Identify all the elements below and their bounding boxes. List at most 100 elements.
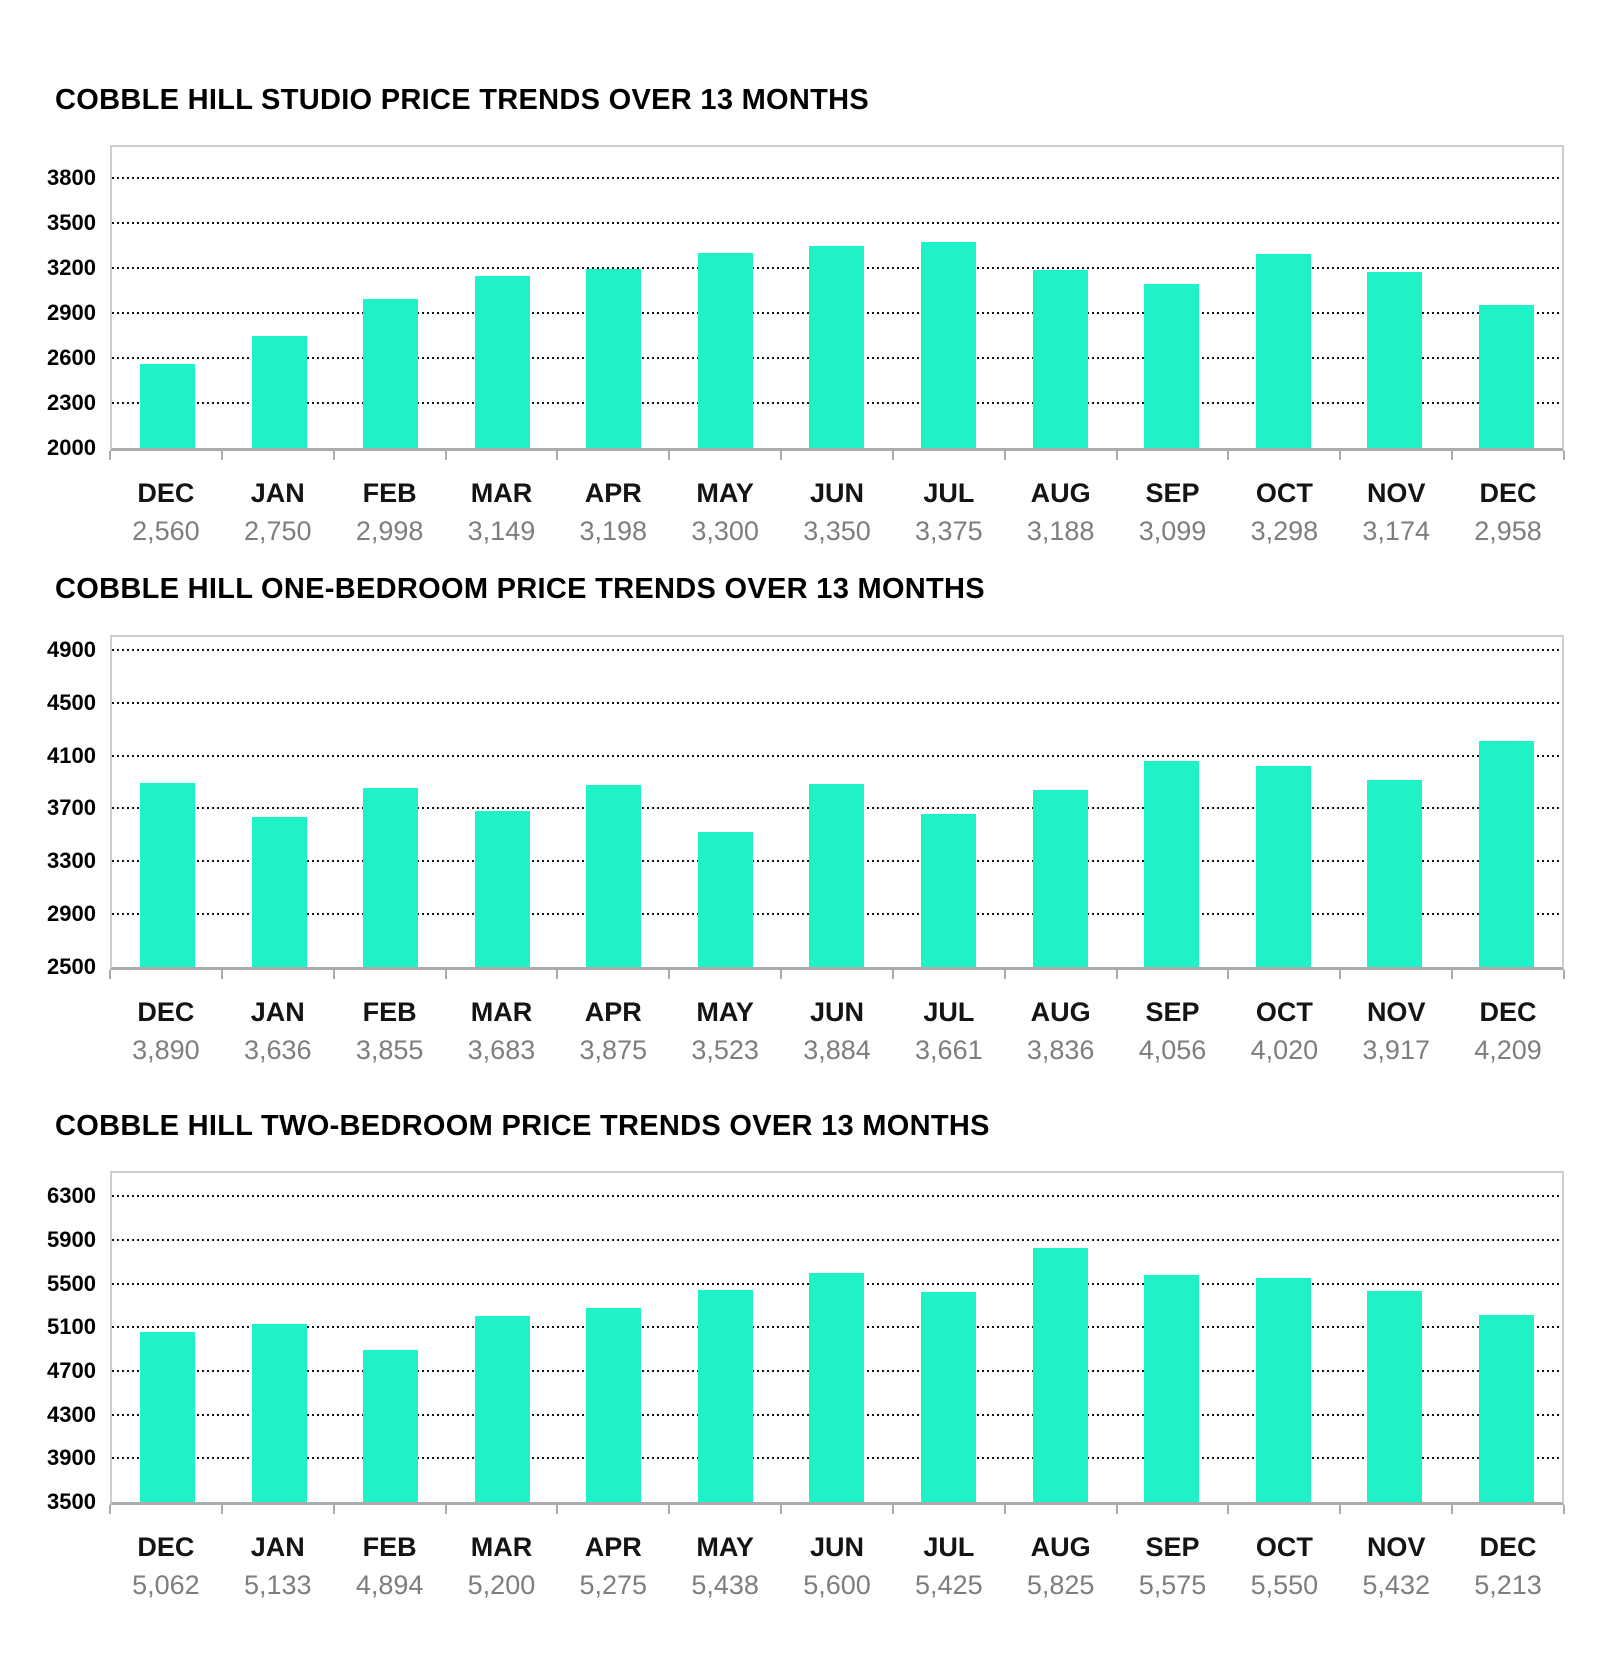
bar-value-label: 3,523 <box>691 1034 759 1065</box>
bar-value-label: 3,350 <box>803 516 871 547</box>
x-axis-tick-mark <box>1451 1505 1454 1515</box>
x-axis-tick-mark <box>780 1505 783 1515</box>
bar-slot <box>1339 1173 1451 1503</box>
bar-value-label: 5,062 <box>132 1570 200 1601</box>
x-axis-month-label: JUL <box>923 478 975 509</box>
bar-jun-6 <box>809 1272 865 1503</box>
x-axis-label-cell: SEP 4,056 <box>1117 997 1229 1066</box>
x-axis-ticks <box>109 451 1565 461</box>
gridline <box>112 222 1562 225</box>
y-axis-tick-label: 4300 <box>47 1401 96 1427</box>
x-axis-month-label: MAR <box>470 996 533 1027</box>
bar-slot <box>1450 1173 1562 1503</box>
x-axis-month-label: DEC <box>1479 996 1537 1027</box>
y-axis-tick-label: 5100 <box>47 1314 96 1340</box>
bar-nov-11 <box>1367 1291 1423 1503</box>
bar-value-label: 5,600 <box>803 1570 871 1601</box>
x-axis-tick-mark <box>220 451 223 461</box>
bar-sep-9 <box>1144 283 1200 449</box>
bar-jul-7 <box>920 1291 976 1503</box>
bar-value-label: 4,056 <box>1138 1034 1207 1065</box>
bar-value-label: 5,575 <box>1138 1570 1207 1601</box>
gridline <box>112 648 1562 651</box>
y-axis-tick-label: 6300 <box>47 1183 96 1209</box>
bar-value-label: 3,198 <box>579 516 648 547</box>
x-axis-label-cell: JAN 5,133 <box>222 1532 334 1601</box>
bar-may-5 <box>697 831 753 967</box>
y-axis-tick-label: 2300 <box>47 390 96 416</box>
bar-mar-3 <box>474 810 530 967</box>
x-axis-tick-mark <box>1339 1505 1342 1515</box>
x-axis-tick-mark <box>220 969 223 979</box>
x-axis-label-cell: OCT 5,550 <box>1228 1532 1340 1601</box>
x-axis-tick-mark <box>332 1505 335 1515</box>
x-axis-labels: DEC 2,560 JAN 2,750 FEB 2,998 MAR 3,149 APR 3,198… <box>110 478 1564 547</box>
x-axis-month-label: JUL <box>923 996 975 1027</box>
bar-jul-7 <box>920 242 976 449</box>
y-axis-tick-label: 2600 <box>47 345 96 371</box>
bar-value-label: 4,894 <box>355 1570 424 1601</box>
y-axis-tick-label: 4500 <box>47 689 96 715</box>
x-axis-label-cell: DEC 5,062 <box>110 1532 222 1601</box>
x-axis-month-label: JAN <box>250 996 305 1027</box>
x-axis-label-cell: MAR 3,149 <box>446 478 558 547</box>
bars-group <box>112 637 1562 967</box>
bar-nov-11 <box>1367 779 1423 967</box>
x-axis-month-label: DEC <box>137 1532 195 1563</box>
bar-slot <box>335 147 447 449</box>
y-axis-tick-label: 2500 <box>47 953 96 979</box>
x-axis-label-cell: FEB 3,855 <box>334 997 446 1066</box>
x-axis-label-cell: AUG 3,188 <box>1005 478 1117 547</box>
bar-slot <box>112 637 224 967</box>
y-axis-tick-label: 5900 <box>47 1226 96 1252</box>
bar-value-label: 3,890 <box>132 1034 200 1065</box>
bar-slot <box>781 147 893 449</box>
y-axis-tick-label: 4900 <box>47 636 96 662</box>
bar-slot <box>112 147 224 449</box>
x-axis-tick-mark <box>1227 969 1230 979</box>
x-axis-label-cell: JUN 3,350 <box>781 478 893 547</box>
x-axis-tick-mark <box>1339 451 1342 461</box>
x-axis-label-cell: OCT 3,298 <box>1228 478 1340 547</box>
y-axis-tick-label: 3700 <box>47 795 96 821</box>
bar-value-label: 5,550 <box>1250 1570 1319 1601</box>
bar-value-label: 3,855 <box>355 1034 424 1065</box>
x-axis-label-cell: JUN 3,884 <box>781 997 893 1066</box>
bar-slot <box>1227 147 1339 449</box>
plot-area: 3800 3500 3200 2900 2600 2300 2000 <box>47 145 1564 459</box>
x-axis-label-cell: FEB 2,998 <box>334 478 446 547</box>
bar-value-label: 3,375 <box>915 516 983 547</box>
bar-value-label: 4,209 <box>1474 1034 1542 1065</box>
x-axis-month-label: NOV <box>1366 996 1426 1027</box>
x-axis-tick-mark <box>668 1505 671 1515</box>
x-axis-month-label: APR <box>584 996 642 1027</box>
x-axis-month-label: MAR <box>470 478 533 509</box>
x-axis-tick-mark <box>1563 969 1565 979</box>
plot-area: 4900 4500 4100 3700 3300 2900 2500 <box>47 634 1564 977</box>
x-axis-tick-mark <box>109 1505 111 1515</box>
two-bedroom-price-chart: COBBLE HILL TWO-BEDROOM PRICE TRENDS OVE… <box>0 1110 1600 1601</box>
bar-value-label: 3,149 <box>467 516 536 547</box>
bar-apr-4 <box>586 785 642 967</box>
x-axis-label-cell: AUG 3,836 <box>1005 997 1117 1066</box>
bar-slot <box>1004 147 1116 449</box>
bar-value-label: 5,432 <box>1362 1570 1430 1601</box>
bar-slot <box>224 147 336 449</box>
x-axis-month-label: DEC <box>137 478 195 509</box>
x-axis-label-cell: MAY 5,438 <box>669 1532 781 1601</box>
y-axis-tick-label: 2000 <box>47 435 96 461</box>
bar-value-label: 5,200 <box>467 1570 536 1601</box>
y-axis-tick-label: 3500 <box>47 1489 96 1515</box>
x-axis-tick-mark <box>891 1505 894 1515</box>
bar-slot <box>1227 1173 1339 1503</box>
x-axis-label-cell: DEC 5,213 <box>1452 1532 1564 1601</box>
bar-value-label: 3,875 <box>579 1034 648 1065</box>
bar-slot <box>1450 637 1562 967</box>
x-axis-tick-mark <box>332 451 335 461</box>
bar-dec-12 <box>1478 1314 1534 1503</box>
bar-value-label: 3,917 <box>1362 1034 1430 1065</box>
x-axis-label-cell: APR 3,875 <box>557 997 669 1066</box>
x-axis-month-label: FEB <box>362 478 417 509</box>
x-axis-label-cell: SEP 5,575 <box>1117 1532 1229 1601</box>
bar-may-5 <box>697 253 753 449</box>
